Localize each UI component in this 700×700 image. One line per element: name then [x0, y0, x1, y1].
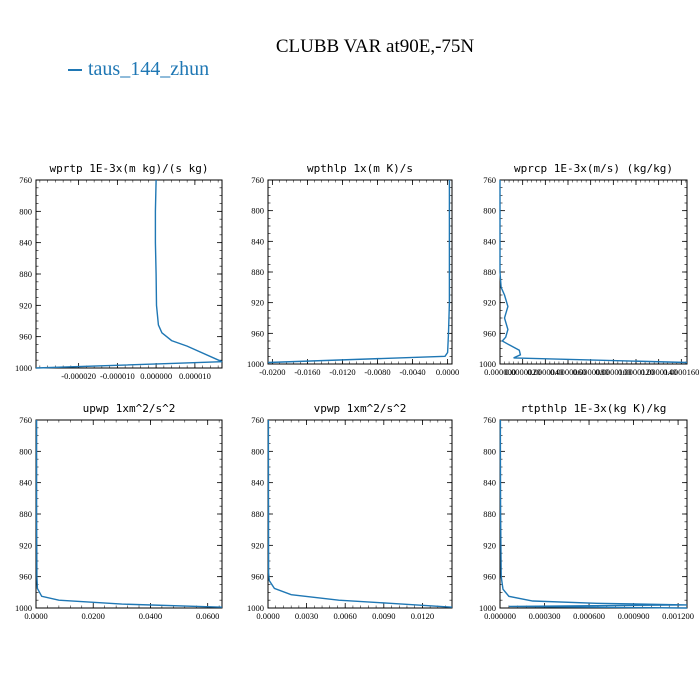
- xtick-label: -0.000020: [61, 371, 96, 381]
- xtick-label: 0.0000160: [663, 367, 699, 377]
- xtick-label: 0.0400: [139, 611, 162, 621]
- ytick-label: 1000: [247, 359, 264, 369]
- xtick-label: 0.0060: [334, 611, 357, 621]
- panel-frame-1: [35, 179, 223, 369]
- panel-title-1: wprtp 1E-3x(m kg)/(s kg): [50, 162, 209, 175]
- panel-frame-2: [267, 179, 453, 365]
- series-line-2: [267, 180, 451, 364]
- ytick-label: 840: [251, 478, 264, 488]
- xtick-label: 0.001200: [662, 611, 694, 621]
- ytick-label: 760: [19, 415, 32, 425]
- xtick-label: 0.0120: [411, 611, 434, 621]
- ytick-label: 1000: [479, 603, 496, 613]
- xtick-label: -0.0160: [294, 367, 320, 377]
- ytick-label: 760: [251, 175, 264, 185]
- ytick-label: 880: [19, 509, 32, 519]
- xtick-label: 0.0000140: [641, 367, 677, 377]
- ytick-label: 960: [483, 572, 496, 582]
- ytick-label: 800: [19, 206, 32, 216]
- series-line-4: [35, 420, 223, 608]
- xtick-label: 0.0000020: [505, 367, 541, 377]
- ytick-label: 840: [483, 236, 496, 246]
- ytick-label: 800: [483, 206, 496, 216]
- series-line-3: [499, 180, 688, 364]
- ytick-label: 800: [19, 446, 32, 456]
- ytick-label: 840: [251, 236, 264, 246]
- ytick-label: 920: [483, 298, 496, 308]
- ytick-label: 1000: [479, 359, 496, 369]
- ytick-label: 800: [483, 446, 496, 456]
- xtick-label: 0.000300: [529, 611, 561, 621]
- ytick-label: 840: [19, 238, 32, 248]
- xtick-label: 0.000600: [573, 611, 605, 621]
- ytick-label: 1000: [247, 603, 264, 613]
- ytick-label: 800: [251, 206, 264, 216]
- xtick-label: 0.0000120: [618, 367, 654, 377]
- xtick-label: 0.000010: [179, 371, 211, 381]
- ytick-label: 760: [483, 175, 496, 185]
- ytick-label: 920: [483, 540, 496, 550]
- ytick-label: 960: [483, 328, 496, 338]
- ytick-label: 960: [251, 328, 264, 338]
- legend-swatch: [68, 69, 82, 72]
- panel-frame-6: [499, 419, 688, 609]
- ytick-label: 960: [19, 332, 32, 342]
- xtick-label: 0.0000: [436, 367, 459, 377]
- xtick-label: 0.000900: [618, 611, 650, 621]
- xtick-label: 0.0090: [372, 611, 395, 621]
- series-line-6: [499, 420, 688, 609]
- ytick-label: 880: [483, 509, 496, 519]
- panel-title-4: upwp 1xm^2/s^2: [83, 402, 176, 415]
- ytick-label: 760: [19, 175, 32, 185]
- panel-title-5: vpwp 1xm^2/s^2: [314, 402, 407, 415]
- series-line-1: [35, 179, 223, 369]
- series-line-5: [267, 420, 453, 608]
- ytick-label: 760: [483, 415, 496, 425]
- legend-label: taus_144_zhun: [88, 58, 210, 80]
- xtick-label: 0.000000: [484, 367, 516, 377]
- ytick-label: 920: [251, 298, 264, 308]
- panel-frame-4: [35, 419, 223, 609]
- xtick-label: 0.0030: [295, 611, 318, 621]
- xtick-label: 0.0000: [256, 611, 279, 621]
- xtick-label: 0.0000060: [550, 367, 586, 377]
- xtick-label: 0.0000040: [527, 367, 563, 377]
- xtick-label: 0.000000: [140, 371, 172, 381]
- ytick-label: 880: [483, 267, 496, 277]
- ytick-label: 880: [251, 267, 264, 277]
- ytick-label: 1000: [15, 603, 32, 613]
- xtick-label: -0.0120: [329, 367, 355, 377]
- ytick-label: 880: [19, 269, 32, 279]
- ytick-label: 920: [19, 540, 32, 550]
- panel-title-2: wpthlp 1x(m K)/s: [307, 162, 413, 175]
- ytick-label: 920: [251, 540, 264, 550]
- ytick-label: 1000: [15, 363, 32, 373]
- panel-title-3: wprcp 1E-3x(m/s) (kg/kg): [514, 162, 673, 175]
- ytick-label: 840: [483, 478, 496, 488]
- panel-title-6: rtpthlp 1E-3x(kg K)/kg: [521, 402, 667, 415]
- xtick-label: 0.0000080: [573, 367, 609, 377]
- xtick-label: -0.000010: [100, 371, 135, 381]
- ytick-label: 880: [251, 509, 264, 519]
- legend: taus_144_zhun: [68, 58, 209, 81]
- xtick-label: -0.0040: [399, 367, 425, 377]
- panel-frame-5: [267, 419, 453, 609]
- xtick-label: 0.0000100: [595, 367, 631, 377]
- figure-title: CLUBB VAR at90E,-75N: [275, 36, 475, 57]
- ytick-label: 960: [19, 572, 32, 582]
- xtick-label: 0.0000: [24, 611, 47, 621]
- panel-frame-3: [499, 179, 688, 365]
- ytick-label: 840: [19, 478, 32, 488]
- xtick-label: -0.0080: [364, 367, 390, 377]
- xtick-label: -0.0200: [259, 367, 285, 377]
- ytick-label: 760: [251, 415, 264, 425]
- xtick-label: 0.000000: [484, 611, 516, 621]
- ytick-label: 800: [251, 446, 264, 456]
- ytick-label: 920: [19, 300, 32, 310]
- ytick-label: 960: [251, 572, 264, 582]
- xtick-label: 0.0600: [196, 611, 219, 621]
- xtick-label: 0.0200: [82, 611, 105, 621]
